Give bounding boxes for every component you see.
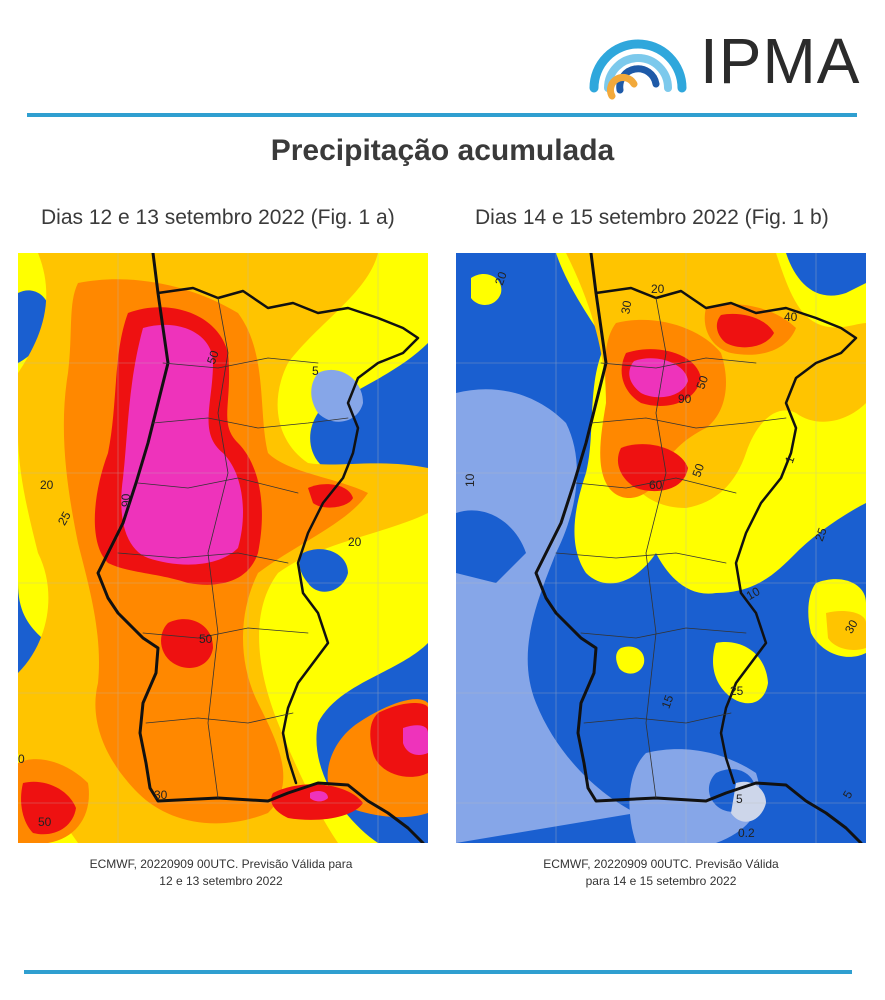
- contour-label: 30: [154, 788, 168, 802]
- contour-label: 20: [348, 535, 362, 549]
- caption-line: ECMWF, 20220909 00UTC. Previsão Válida p…: [89, 857, 353, 871]
- contour-label: 90: [119, 493, 133, 507]
- contour-label: 10: [744, 584, 763, 603]
- precipitation-map-b: 20 20 30 40 50 90 60 50 10 25 10 30 15 2…: [456, 253, 866, 843]
- contour-label: 0.2: [738, 826, 755, 840]
- contour-label: 15: [659, 693, 677, 711]
- contour-label: 50: [204, 348, 222, 366]
- logo-text: IPMA: [700, 25, 861, 97]
- contour-label: 50: [38, 815, 52, 829]
- contour-label: 90: [678, 392, 692, 406]
- caption-line: para 14 e 15 setembro 2022: [585, 874, 737, 888]
- caption-line: 12 e 13 setembro 2022: [159, 874, 283, 888]
- contour-label: 20: [651, 282, 665, 296]
- contour-label: 50: [689, 461, 707, 479]
- contour-label: 25: [730, 684, 744, 698]
- figure-b-caption: ECMWF, 20220909 00UTC. Previsão Válida p…: [496, 856, 826, 890]
- contour-label: 40: [784, 310, 798, 324]
- contour-label: 20: [40, 478, 54, 492]
- contour-label: 5: [736, 792, 743, 806]
- ipma-arc-icon: [589, 39, 687, 100]
- contour-label: 1: [782, 454, 798, 465]
- figure-b-subtitle: Dias 14 e 15 setembro 2022 (Fig. 1 b): [475, 206, 829, 229]
- contour-label: 0: [18, 752, 25, 766]
- contour-label: 20: [492, 270, 510, 288]
- contour-label: 30: [842, 617, 861, 636]
- contour-label: 25: [55, 509, 74, 528]
- figure-a-subtitle: Dias 12 e 13 setembro 2022 (Fig. 1 a): [41, 206, 395, 229]
- precipitation-map-a: 90 50 50 25 20 20 50 50 5 30 0: [18, 253, 428, 843]
- contour-label: 50: [199, 632, 213, 646]
- figure-a-caption: ECMWF, 20220909 00UTC. Previsão Válida p…: [56, 856, 386, 890]
- contour-label: 30: [618, 299, 634, 315]
- bottom-divider: [24, 970, 852, 974]
- contour-label: 60: [649, 478, 663, 492]
- contour-label: 10: [463, 473, 477, 487]
- page-title: Precipitação acumulada: [270, 134, 615, 167]
- caption-line: ECMWF, 20220909 00UTC. Previsão Válida: [543, 857, 779, 871]
- contour-label: 25: [812, 526, 830, 544]
- top-divider: [27, 113, 857, 117]
- ipma-logo: IPMA: [582, 18, 859, 102]
- contour-label: 50: [693, 373, 711, 391]
- contour-label: 5: [312, 364, 319, 378]
